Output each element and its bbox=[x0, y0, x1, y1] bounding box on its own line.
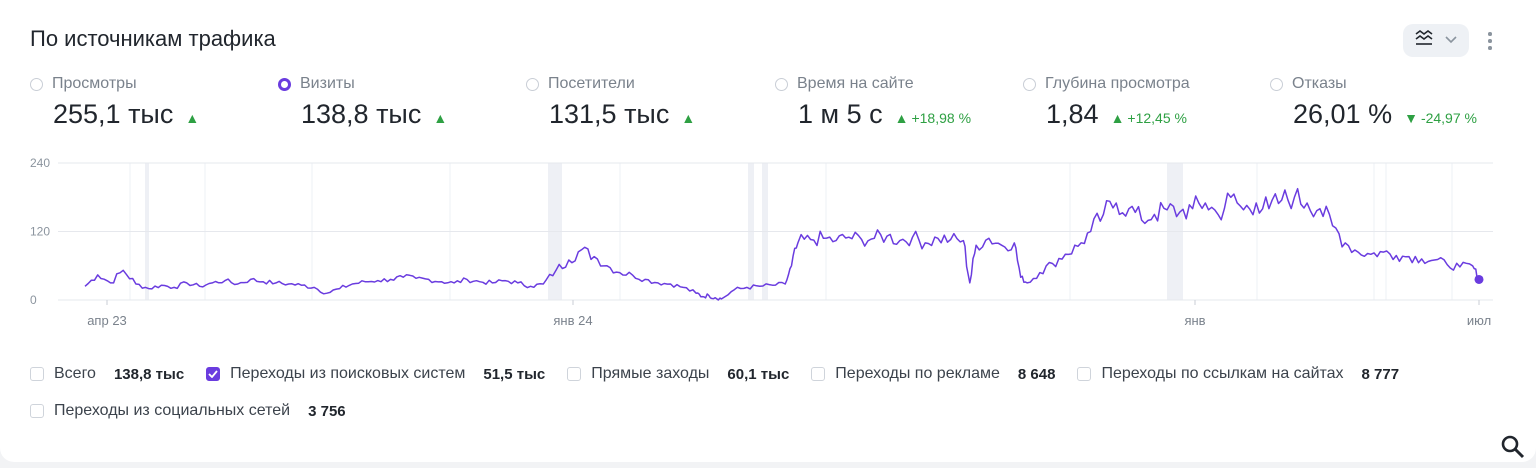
legend-item[interactable]: Переходы из поисковых систем 51,5 тыс bbox=[206, 365, 545, 383]
metric-3[interactable]: Время на сайте 1 м 5 с ▲ +18,98 % bbox=[775, 74, 1015, 130]
legend-item[interactable]: Прямые заходы 60,1 тыс bbox=[567, 365, 789, 383]
chevron-down-icon bbox=[1444, 32, 1458, 50]
legend-checkbox[interactable] bbox=[30, 367, 44, 381]
legend-value: 8 777 bbox=[1361, 365, 1400, 383]
metric-delta: -24,97 % bbox=[1420, 110, 1477, 126]
chart-legend: Всего 138,8 тыс Переходы из поисковых сист… bbox=[30, 362, 1500, 436]
legend-checkbox[interactable] bbox=[1077, 367, 1092, 381]
trend-up-icon: ▲ bbox=[681, 110, 696, 126]
x-tick-label: янв 24 bbox=[553, 313, 592, 328]
x-tick-label: янв bbox=[1184, 313, 1205, 328]
y-tick-label: 0 bbox=[30, 293, 37, 307]
metric-delta: +12,45 % bbox=[1127, 110, 1187, 126]
legend-item[interactable]: Переходы из социальных сетей 3 756 bbox=[30, 402, 346, 420]
y-tick-label: 120 bbox=[30, 225, 50, 239]
y-tick-label: 240 bbox=[30, 156, 50, 170]
metric-0[interactable]: Просмотры 255,1 тыс ▲ bbox=[30, 74, 270, 130]
metric-delta: +18,98 % bbox=[911, 110, 972, 126]
legend-name: Переходы из поисковых систем bbox=[230, 365, 466, 382]
metric-radio[interactable] bbox=[30, 77, 43, 91]
metric-name: Отказы bbox=[1292, 75, 1347, 92]
metric-name: Глубина просмотра bbox=[1045, 75, 1190, 92]
metric-name: Посетители bbox=[548, 75, 635, 92]
series-end-point bbox=[1474, 274, 1484, 284]
legend-item[interactable]: Переходы по рекламе 8 648 bbox=[811, 365, 1055, 383]
metric-value: 131,5 тыс bbox=[549, 99, 670, 129]
legend-name: Переходы по рекламе bbox=[835, 365, 1000, 382]
series-line bbox=[84, 187, 1480, 301]
x-tick-label: апр 23 bbox=[87, 313, 127, 328]
legend-checkbox[interactable] bbox=[206, 367, 221, 381]
metric-value: 255,1 тыс bbox=[53, 99, 174, 129]
metric-4[interactable]: Глубина просмотра 1,84 ▲ +12,45 % bbox=[1023, 74, 1263, 130]
legend-value: 51,5 тыс bbox=[483, 365, 546, 383]
trend-up-icon: ▲ bbox=[894, 110, 909, 126]
metric-value: 138,8 тыс bbox=[301, 99, 422, 129]
metric-name: Время на сайте bbox=[797, 75, 914, 92]
metric-value: 1 м 5 с bbox=[798, 99, 883, 129]
trend-up-icon: ▲ bbox=[185, 110, 200, 126]
widget-title: По источникам трафика bbox=[30, 26, 276, 51]
x-tick-label: июл bbox=[1467, 313, 1491, 328]
legend-name: Прямые заходы bbox=[591, 365, 710, 382]
metric-radio[interactable] bbox=[1270, 77, 1283, 91]
metric-radio[interactable] bbox=[1023, 77, 1036, 91]
legend-checkbox[interactable] bbox=[567, 367, 582, 381]
legend-item[interactable]: Переходы по ссылкам на сайтах 8 777 bbox=[1077, 365, 1399, 383]
legend-value: 60,1 тыс bbox=[727, 365, 790, 383]
metric-name: Просмотры bbox=[52, 75, 137, 92]
legend-name: Переходы из социальных сетей bbox=[54, 402, 291, 419]
kebab-menu-icon[interactable] bbox=[1480, 28, 1500, 54]
legend-value: 3 756 bbox=[308, 402, 346, 420]
metric-radio[interactable] bbox=[278, 77, 291, 91]
lines-chart-icon bbox=[1414, 29, 1434, 52]
metric-1[interactable]: Визиты 138,8 тыс ▲ bbox=[278, 74, 518, 130]
search-icon[interactable] bbox=[1500, 434, 1526, 460]
legend-value: 8 648 bbox=[1017, 365, 1056, 383]
metric-value: 26,01 % bbox=[1293, 99, 1393, 129]
metric-2[interactable]: Посетители 131,5 тыс ▲ bbox=[526, 74, 766, 130]
trend-down-icon: ▼ bbox=[1404, 110, 1418, 126]
legend-checkbox[interactable] bbox=[811, 367, 826, 381]
legend-name: Переходы по ссылкам на сайтах bbox=[1101, 365, 1344, 382]
metric-value: 1,84 bbox=[1046, 99, 1099, 129]
legend-name: Всего bbox=[54, 365, 96, 382]
trend-up-icon: ▲ bbox=[433, 110, 448, 126]
legend-item[interactable]: Всего 138,8 тыс bbox=[30, 365, 184, 383]
chart-type-dropdown[interactable] bbox=[1403, 24, 1469, 57]
legend-value: 138,8 тыс bbox=[113, 365, 185, 383]
metric-name: Визиты bbox=[300, 75, 355, 92]
metric-5[interactable]: Отказы 26,01 % ▼ -24,97 % bbox=[1270, 74, 1510, 130]
metric-radio[interactable] bbox=[526, 77, 539, 91]
trend-up-icon: ▲ bbox=[1110, 110, 1125, 126]
visits-line-chart: 0 120 240 апр 23 янв 24 янв июл bbox=[30, 156, 1493, 328]
legend-checkbox[interactable] bbox=[30, 404, 44, 418]
metric-radio[interactable] bbox=[775, 77, 788, 91]
